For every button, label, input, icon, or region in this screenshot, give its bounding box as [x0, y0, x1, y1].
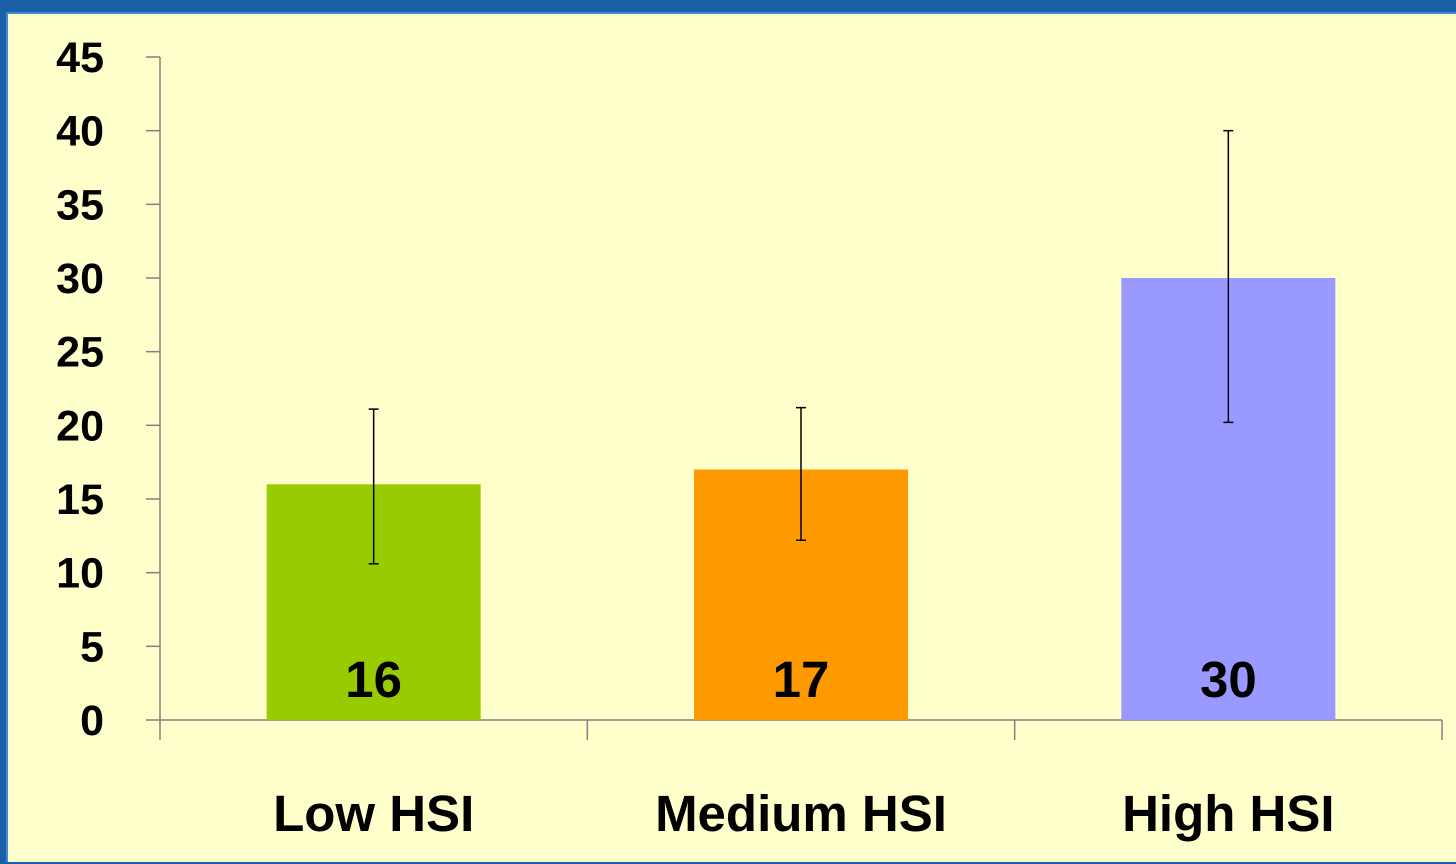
y-tick-label: 25	[56, 329, 104, 377]
y-tick-label: 40	[56, 108, 104, 156]
x-category-label: Low HSI	[273, 785, 474, 842]
y-tick-label: 0	[80, 697, 104, 745]
error-bars	[368, 129, 1234, 565]
y-tick-label: 45	[56, 34, 104, 82]
slide-background: 0 5 10 15 20 25 30 35 40 45 16 Low HSI 17 Medium HSI…	[6, 12, 1456, 862]
y-tick-label: 35	[56, 181, 104, 229]
labels: 16 Low HSI 17 Medium HSI 30 High HSI	[273, 651, 1335, 842]
y-tick-label: 20	[56, 402, 104, 450]
y-tick-label: 10	[56, 550, 104, 598]
data-label: 17	[773, 651, 830, 708]
y-tick-label: 15	[56, 476, 104, 524]
x-category-label: High HSI	[1122, 785, 1335, 842]
y-tick-label: 30	[56, 255, 104, 303]
bar-chart: 0 5 10 15 20 25 30 35 40 45 16 Low HSI 17 Medium HSI…	[56, 34, 1443, 842]
data-label: 16	[345, 651, 402, 708]
y-tick-label: 5	[80, 623, 104, 671]
x-category-label: Medium HSI	[655, 785, 947, 842]
axes: 0 5 10 15 20 25 30 35 40 45	[56, 34, 1443, 745]
data-label: 30	[1200, 651, 1257, 708]
